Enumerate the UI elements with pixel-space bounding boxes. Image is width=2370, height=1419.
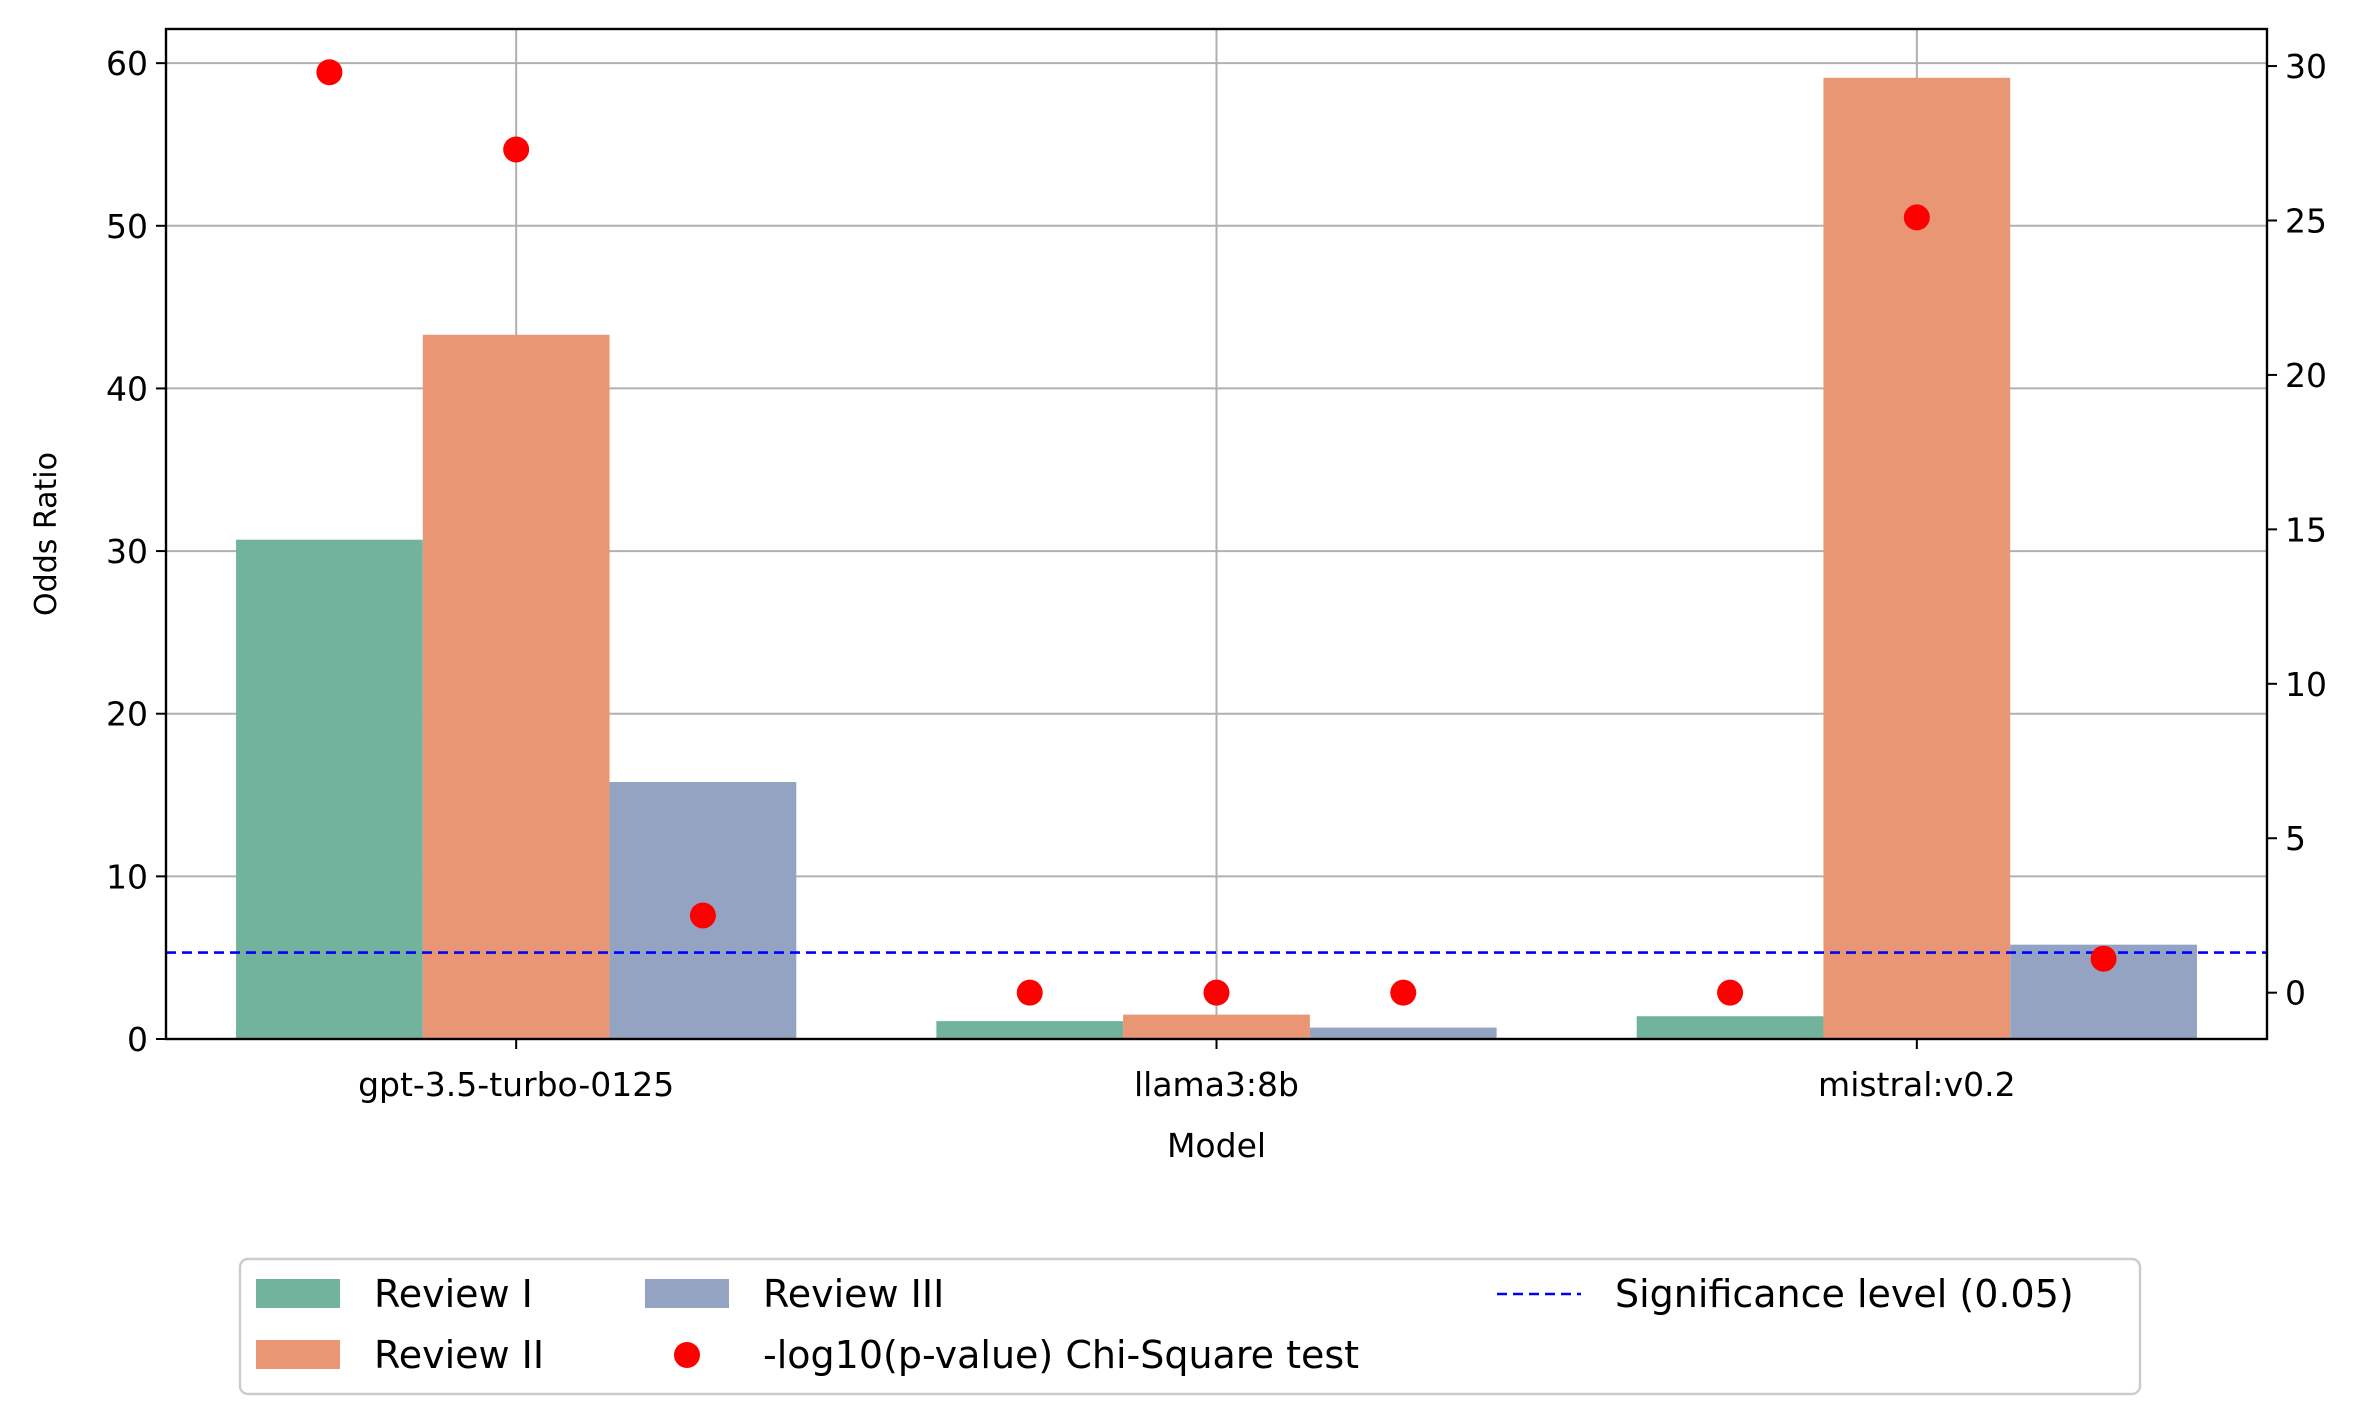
x-tick-label: gpt-3.5-turbo-0125: [358, 1065, 674, 1104]
scatter-point: [689, 902, 716, 929]
y-tick-label: 40: [106, 369, 148, 408]
scatter-point: [1717, 979, 1744, 1006]
legend-marker: [674, 1342, 700, 1368]
y-tick-label: 0: [127, 1020, 148, 1059]
scatter-point: [1016, 979, 1043, 1006]
bar: [1309, 1027, 1497, 1039]
y-axis-right: 0 5 10 15 20 25 30: [2267, 47, 2327, 1013]
scatter-point: [316, 59, 343, 86]
y2-tick-label: 20: [2285, 356, 2327, 395]
scatter-point: [2090, 945, 2117, 972]
x-axis-label: Model: [1167, 1126, 1266, 1165]
y2-tick-label: 5: [2285, 819, 2306, 858]
legend-label: -log10(p-value) Chi-Square test: [763, 1333, 1359, 1377]
y2-tick-label: 10: [2285, 665, 2327, 704]
y-axis-label: Odds Ratio: [29, 452, 64, 616]
bar: [1636, 1016, 1824, 1039]
bar: [1823, 77, 2011, 1040]
y-tick-label: 30: [106, 532, 148, 571]
legend-swatch: [256, 1340, 340, 1369]
legend-label: Review II: [374, 1333, 544, 1377]
y2-tick-label: 30: [2285, 47, 2327, 86]
legend-label: Significance level (0.05): [1615, 1272, 2074, 1316]
y-axis-left: 0 10 20 30 40 50 60: [106, 44, 166, 1059]
legend-label: Review I: [374, 1272, 533, 1316]
scatter-point: [1203, 979, 1230, 1006]
y2-tick-label: 25: [2285, 201, 2327, 240]
scatter-point: [503, 136, 530, 163]
bar: [236, 539, 423, 1039]
bars: [236, 77, 2197, 1040]
bar: [936, 1021, 1124, 1039]
legend-label: Review III: [763, 1272, 944, 1316]
x-tick-label: llama3:8b: [1134, 1065, 1299, 1104]
scatter-point: [1390, 979, 1417, 1006]
x-axis: gpt-3.5-turbo-0125 llama3:8b mistral:v0.2: [358, 1039, 2016, 1104]
legend-swatch: [256, 1279, 340, 1308]
legend-swatch: [645, 1279, 729, 1308]
y-tick-label: 10: [106, 857, 148, 896]
legend: Review I Review II Review III -log10(p-valu…: [238, 1257, 2142, 1396]
y-tick-label: 20: [106, 695, 148, 734]
y2-tick-label: 15: [2285, 510, 2327, 549]
bar: [1123, 1014, 1310, 1039]
scatter-point: [1903, 204, 1930, 231]
y2-tick-label: 0: [2285, 974, 2306, 1013]
y-tick-label: 60: [106, 44, 148, 83]
y-tick-label: 50: [106, 207, 148, 246]
bar: [422, 334, 610, 1039]
x-tick-label: mistral:v0.2: [1818, 1065, 2016, 1104]
scatter-points: [316, 59, 2117, 1006]
